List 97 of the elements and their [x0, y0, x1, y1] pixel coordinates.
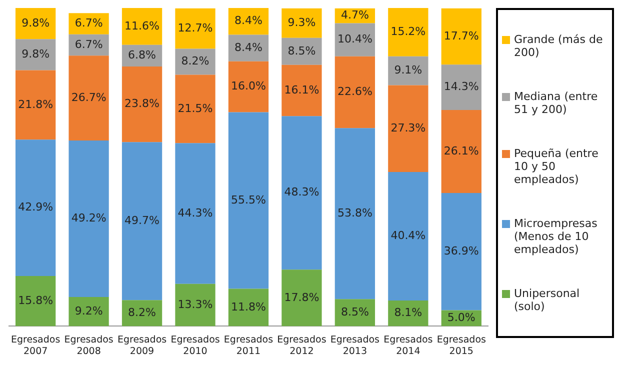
- bar: [441, 110, 482, 194]
- data-label: 10.4%: [337, 32, 372, 46]
- data-label: 11.8%: [231, 300, 266, 314]
- data-label: 49.7%: [124, 214, 160, 227]
- data-label: 26.1%: [444, 144, 479, 158]
- data-label: 9.1%: [394, 64, 422, 77]
- bar: [15, 276, 56, 326]
- data-label: 8.5%: [288, 44, 316, 58]
- bar: [388, 56, 428, 86]
- bar: [228, 288, 269, 326]
- bar: [15, 8, 56, 40]
- data-label: 12.7%: [178, 21, 213, 34]
- bar: [282, 64, 322, 116]
- bar: [282, 270, 322, 326]
- bar: [122, 8, 162, 45]
- data-label: 53.8%: [337, 206, 372, 220]
- data-label: 9.8%: [22, 48, 50, 61]
- data-label: 21.5%: [178, 102, 213, 115]
- bar: [175, 74, 216, 144]
- bar: [68, 56, 109, 141]
- bar: [441, 193, 482, 310]
- data-label: 49.2%: [71, 212, 106, 225]
- data-label: 6.7%: [74, 38, 103, 51]
- data-label: 8.4%: [234, 14, 262, 28]
- data-label: 36.9%: [444, 244, 479, 258]
- bar: [282, 38, 322, 65]
- data-label: 8.2%: [128, 306, 156, 320]
- data-label: 4.7%: [340, 8, 369, 22]
- bar: [175, 8, 216, 49]
- x-tick-label: Egresados 2011: [224, 334, 274, 357]
- data-label: 9.2%: [74, 304, 103, 318]
- bar: [122, 142, 162, 300]
- data-label: 16.1%: [284, 83, 320, 96]
- data-label: 8.2%: [181, 54, 210, 68]
- data-label: 44.3%: [178, 206, 213, 220]
- legend-label: Mediana (entre 51 y 200): [514, 90, 599, 116]
- bar: [122, 66, 162, 142]
- x-tick-label: Egresados 2014: [384, 334, 433, 357]
- data-label: 26.7%: [71, 90, 106, 104]
- x-tick-label: Egresados 2012: [277, 334, 326, 357]
- data-label: 5.0%: [447, 311, 476, 324]
- data-label: 9.8%: [22, 16, 50, 30]
- bar: [334, 299, 376, 326]
- x-tick-label: Egresados 2013: [330, 334, 380, 357]
- x-tick-label: Egresados 2009: [117, 334, 167, 357]
- bar: [282, 8, 322, 38]
- x-tick-label: Egresados 2015: [436, 334, 486, 357]
- bar: [228, 34, 269, 62]
- data-label: 21.8%: [18, 98, 54, 111]
- data-label: 8.5%: [340, 306, 369, 319]
- bar: [15, 39, 56, 70]
- data-label: 48.3%: [284, 186, 320, 199]
- legend-label: Unipersonal (solo): [514, 286, 581, 313]
- data-label: 15.2%: [390, 25, 426, 38]
- data-label: 42.9%: [18, 200, 54, 214]
- data-label: 17.7%: [444, 29, 479, 42]
- bar: [334, 56, 376, 128]
- data-label: 23.8%: [124, 97, 160, 110]
- bar: [68, 140, 109, 297]
- legend-label: Microempresas (Menos de 10 empleados): [514, 216, 598, 256]
- data-label: 8.1%: [394, 306, 422, 320]
- data-label: 11.6%: [124, 19, 160, 32]
- bar: [228, 112, 269, 289]
- x-tick-label: Egresados 2008: [64, 334, 114, 357]
- data-label: 13.3%: [178, 298, 213, 311]
- x-tick-label: Egresados 2010: [170, 334, 220, 357]
- bar: [388, 8, 428, 56]
- data-label: 15.8%: [18, 294, 54, 307]
- legend-label: Pequeña (entre 10 y 50 empleados): [514, 146, 600, 186]
- data-label: 16.0%: [231, 80, 266, 93]
- data-label: 14.3%: [444, 80, 479, 94]
- bar: [441, 64, 482, 110]
- data-label: 9.3%: [288, 16, 316, 29]
- data-label: 8.4%: [234, 40, 262, 54]
- legend-label: Grande (más de 200): [514, 33, 604, 60]
- data-label: 22.6%: [337, 85, 372, 98]
- bar: [175, 143, 216, 284]
- x-tick-label: Egresados 2007: [11, 334, 60, 357]
- data-label: 17.8%: [284, 290, 320, 304]
- bar: [228, 61, 269, 112]
- bar: [68, 13, 109, 34]
- data-label: 55.5%: [231, 193, 266, 206]
- data-label: 40.4%: [390, 229, 426, 242]
- bar: [388, 85, 428, 172]
- bar: [441, 8, 482, 65]
- bar: [388, 172, 428, 300]
- data-label: 6.7%: [74, 16, 103, 30]
- data-label: 27.3%: [390, 121, 426, 134]
- bar: [334, 23, 376, 56]
- bar: [175, 284, 216, 326]
- bar: [334, 128, 376, 300]
- bar: [15, 70, 56, 140]
- bar: [15, 140, 56, 276]
- bar: [68, 296, 109, 326]
- data-label: 6.8%: [128, 48, 156, 62]
- bar: [282, 116, 322, 270]
- bar: [175, 48, 216, 75]
